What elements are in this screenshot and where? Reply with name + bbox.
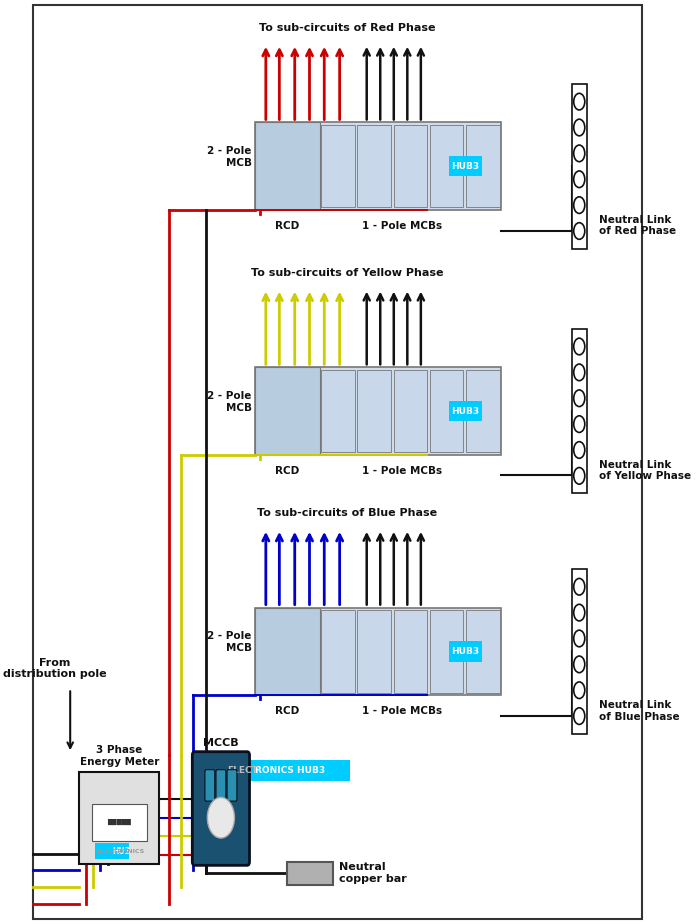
FancyBboxPatch shape	[287, 861, 333, 885]
Circle shape	[574, 708, 585, 724]
Circle shape	[574, 604, 585, 621]
Circle shape	[574, 119, 585, 136]
Text: From
distribution pole: From distribution pole	[3, 658, 107, 679]
FancyBboxPatch shape	[254, 123, 320, 211]
FancyBboxPatch shape	[254, 123, 501, 211]
Text: 3 Phase
Energy Meter: 3 Phase Energy Meter	[79, 746, 159, 767]
FancyBboxPatch shape	[430, 370, 464, 452]
Text: Neutral Link
of Red Phase: Neutral Link of Red Phase	[599, 215, 676, 237]
FancyBboxPatch shape	[95, 843, 129, 859]
Circle shape	[574, 682, 585, 699]
Text: ELECTRONICS: ELECTRONICS	[96, 848, 144, 854]
FancyBboxPatch shape	[321, 370, 355, 452]
Text: 1 - Pole MCBs: 1 - Pole MCBs	[362, 466, 443, 476]
FancyBboxPatch shape	[466, 126, 500, 208]
Text: RONICS HUB3: RONICS HUB3	[254, 766, 325, 775]
FancyBboxPatch shape	[192, 752, 250, 865]
FancyBboxPatch shape	[572, 84, 587, 249]
Text: To sub-circuits of Red Phase: To sub-circuits of Red Phase	[259, 23, 435, 33]
Circle shape	[574, 338, 585, 355]
Text: MCCB: MCCB	[203, 738, 239, 748]
FancyBboxPatch shape	[466, 370, 500, 452]
FancyBboxPatch shape	[430, 126, 464, 208]
Text: 1 - Pole MCBs: 1 - Pole MCBs	[362, 707, 443, 716]
Circle shape	[574, 656, 585, 673]
Circle shape	[574, 223, 585, 239]
FancyBboxPatch shape	[394, 370, 427, 452]
Text: Neutral Link
of Yellow Phase: Neutral Link of Yellow Phase	[599, 459, 691, 481]
Circle shape	[574, 364, 585, 381]
Text: 2 - Pole
MCB: 2 - Pole MCB	[207, 631, 252, 653]
FancyBboxPatch shape	[449, 641, 482, 662]
FancyBboxPatch shape	[205, 770, 215, 801]
FancyBboxPatch shape	[321, 610, 355, 693]
FancyBboxPatch shape	[227, 760, 350, 781]
Circle shape	[574, 93, 585, 110]
Circle shape	[574, 630, 585, 647]
FancyBboxPatch shape	[254, 367, 320, 455]
FancyBboxPatch shape	[92, 804, 147, 841]
Text: Neutral Link
of Blue Phase: Neutral Link of Blue Phase	[599, 700, 680, 722]
FancyBboxPatch shape	[466, 610, 500, 693]
Circle shape	[574, 171, 585, 188]
FancyBboxPatch shape	[321, 126, 355, 208]
Text: HUB3: HUB3	[452, 647, 480, 656]
Circle shape	[574, 145, 585, 162]
Circle shape	[208, 797, 234, 838]
FancyBboxPatch shape	[358, 610, 391, 693]
FancyBboxPatch shape	[449, 156, 482, 176]
FancyBboxPatch shape	[227, 770, 237, 801]
FancyBboxPatch shape	[79, 772, 160, 864]
Text: Neutral
copper bar: Neutral copper bar	[339, 862, 407, 884]
Text: ELECTRONICS: ELECTRONICS	[321, 152, 385, 162]
Text: To sub-circuits of Yellow Phase: To sub-circuits of Yellow Phase	[251, 268, 443, 277]
FancyBboxPatch shape	[572, 329, 587, 493]
Text: 1 - Pole MCBs: 1 - Pole MCBs	[362, 222, 443, 231]
Text: ELECTRONICS: ELECTRONICS	[321, 397, 385, 407]
Circle shape	[574, 390, 585, 407]
Text: 2 - Pole
MCB: 2 - Pole MCB	[207, 391, 252, 413]
Text: To sub-circuits of Blue Phase: To sub-circuits of Blue Phase	[257, 508, 437, 517]
Circle shape	[574, 468, 585, 484]
Text: HU3: HU3	[112, 846, 130, 856]
FancyBboxPatch shape	[216, 770, 226, 801]
FancyBboxPatch shape	[394, 126, 427, 208]
Text: RCD: RCD	[275, 707, 300, 716]
Text: HUB3: HUB3	[452, 162, 480, 171]
FancyBboxPatch shape	[449, 401, 482, 421]
Circle shape	[574, 416, 585, 432]
Circle shape	[574, 197, 585, 213]
Text: HUB3: HUB3	[452, 407, 480, 416]
Circle shape	[574, 442, 585, 458]
FancyBboxPatch shape	[572, 569, 587, 734]
Text: 2 - Pole
MCB: 2 - Pole MCB	[207, 146, 252, 168]
Text: ELECT: ELECT	[227, 766, 258, 775]
FancyBboxPatch shape	[358, 126, 391, 208]
FancyBboxPatch shape	[394, 610, 427, 693]
FancyBboxPatch shape	[254, 608, 320, 695]
FancyBboxPatch shape	[254, 367, 501, 455]
Text: █████: █████	[107, 820, 131, 825]
FancyBboxPatch shape	[254, 608, 501, 695]
FancyBboxPatch shape	[430, 610, 464, 693]
Text: RCD: RCD	[275, 222, 300, 231]
Circle shape	[574, 578, 585, 595]
Text: ELECTRONICS: ELECTRONICS	[321, 638, 385, 647]
FancyBboxPatch shape	[358, 370, 391, 452]
Text: RCD: RCD	[275, 466, 300, 476]
